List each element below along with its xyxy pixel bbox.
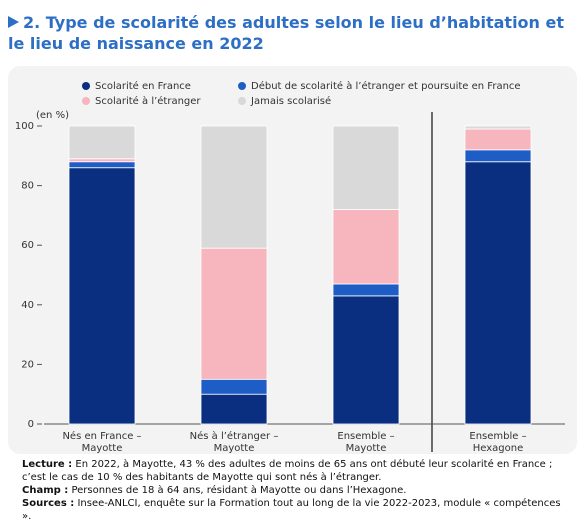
x-tick-label: Nés à l’étranger – Mayotte [189,431,279,454]
bar-segment [200,393,268,425]
title-text: 2. Type de scolarité des adultes selon l… [8,13,565,53]
legend-swatch [82,82,90,90]
note-text: Insee-ANLCI, enquête sur la Formation to… [22,498,561,522]
bar-segment [332,209,400,285]
legend-swatch [238,82,246,90]
bar-segment [68,167,136,425]
bar-segment [464,161,532,425]
bar-segment [464,149,532,163]
bar-segment [200,378,268,395]
x-tick-label: Ensemble – Hexagone [469,431,527,454]
y-tick-label: 20 [21,359,34,370]
y-tick-label: 0 [28,419,34,430]
x-tick-label: Nés en France – Mayotte [62,431,142,454]
bar-segment [200,125,268,249]
legend-label: Scolarité en France [95,80,191,92]
y-tick-label: 80 [21,181,34,192]
y-tick-label: 40 [21,300,34,311]
legend-label: Début de scolarité à l’étranger et pours… [251,80,521,92]
note-text: Personnes de 18 à 64 ans, résidant à May… [71,485,407,496]
bar-segment [332,125,400,210]
bar-segment [68,158,136,163]
legend-swatch [82,97,90,105]
legend-swatch [238,97,246,105]
note: Lecture : En 2022, à Mayotte, 43 % des a… [22,458,567,484]
bar-segment [68,125,136,160]
bar-segment [464,128,532,151]
note-label: Champ : [22,485,69,496]
y-axis-label: (en %) [36,110,69,121]
note: Champ : Personnes de 18 à 64 ans, résida… [22,484,567,497]
bar-segment [464,125,532,130]
y-tick-label: 60 [21,240,34,251]
note-label: Sources : [22,498,75,509]
note-text: En 2022, à Mayotte, 43 % des adultes de … [22,459,553,483]
note: Sources : Insee-ANLCI, enquête sur la Fo… [22,497,567,523]
legend-label: Scolarité à l’étranger [95,95,201,107]
legend-label: Jamais scolarisé [250,95,331,107]
bar-segment [332,295,400,425]
x-tick-label: Ensemble – Mayotte [337,431,395,454]
bar-segment [68,161,136,169]
card [8,66,577,454]
title: 2. Type de scolarité des adultes selon l… [8,12,568,54]
note-label: Lecture : [22,459,73,470]
bar-segment [200,247,268,380]
notes: Lecture : En 2022, à Mayotte, 43 % des a… [22,458,567,523]
bar-segment [332,283,400,297]
y-tick-label: 100 [15,121,34,132]
